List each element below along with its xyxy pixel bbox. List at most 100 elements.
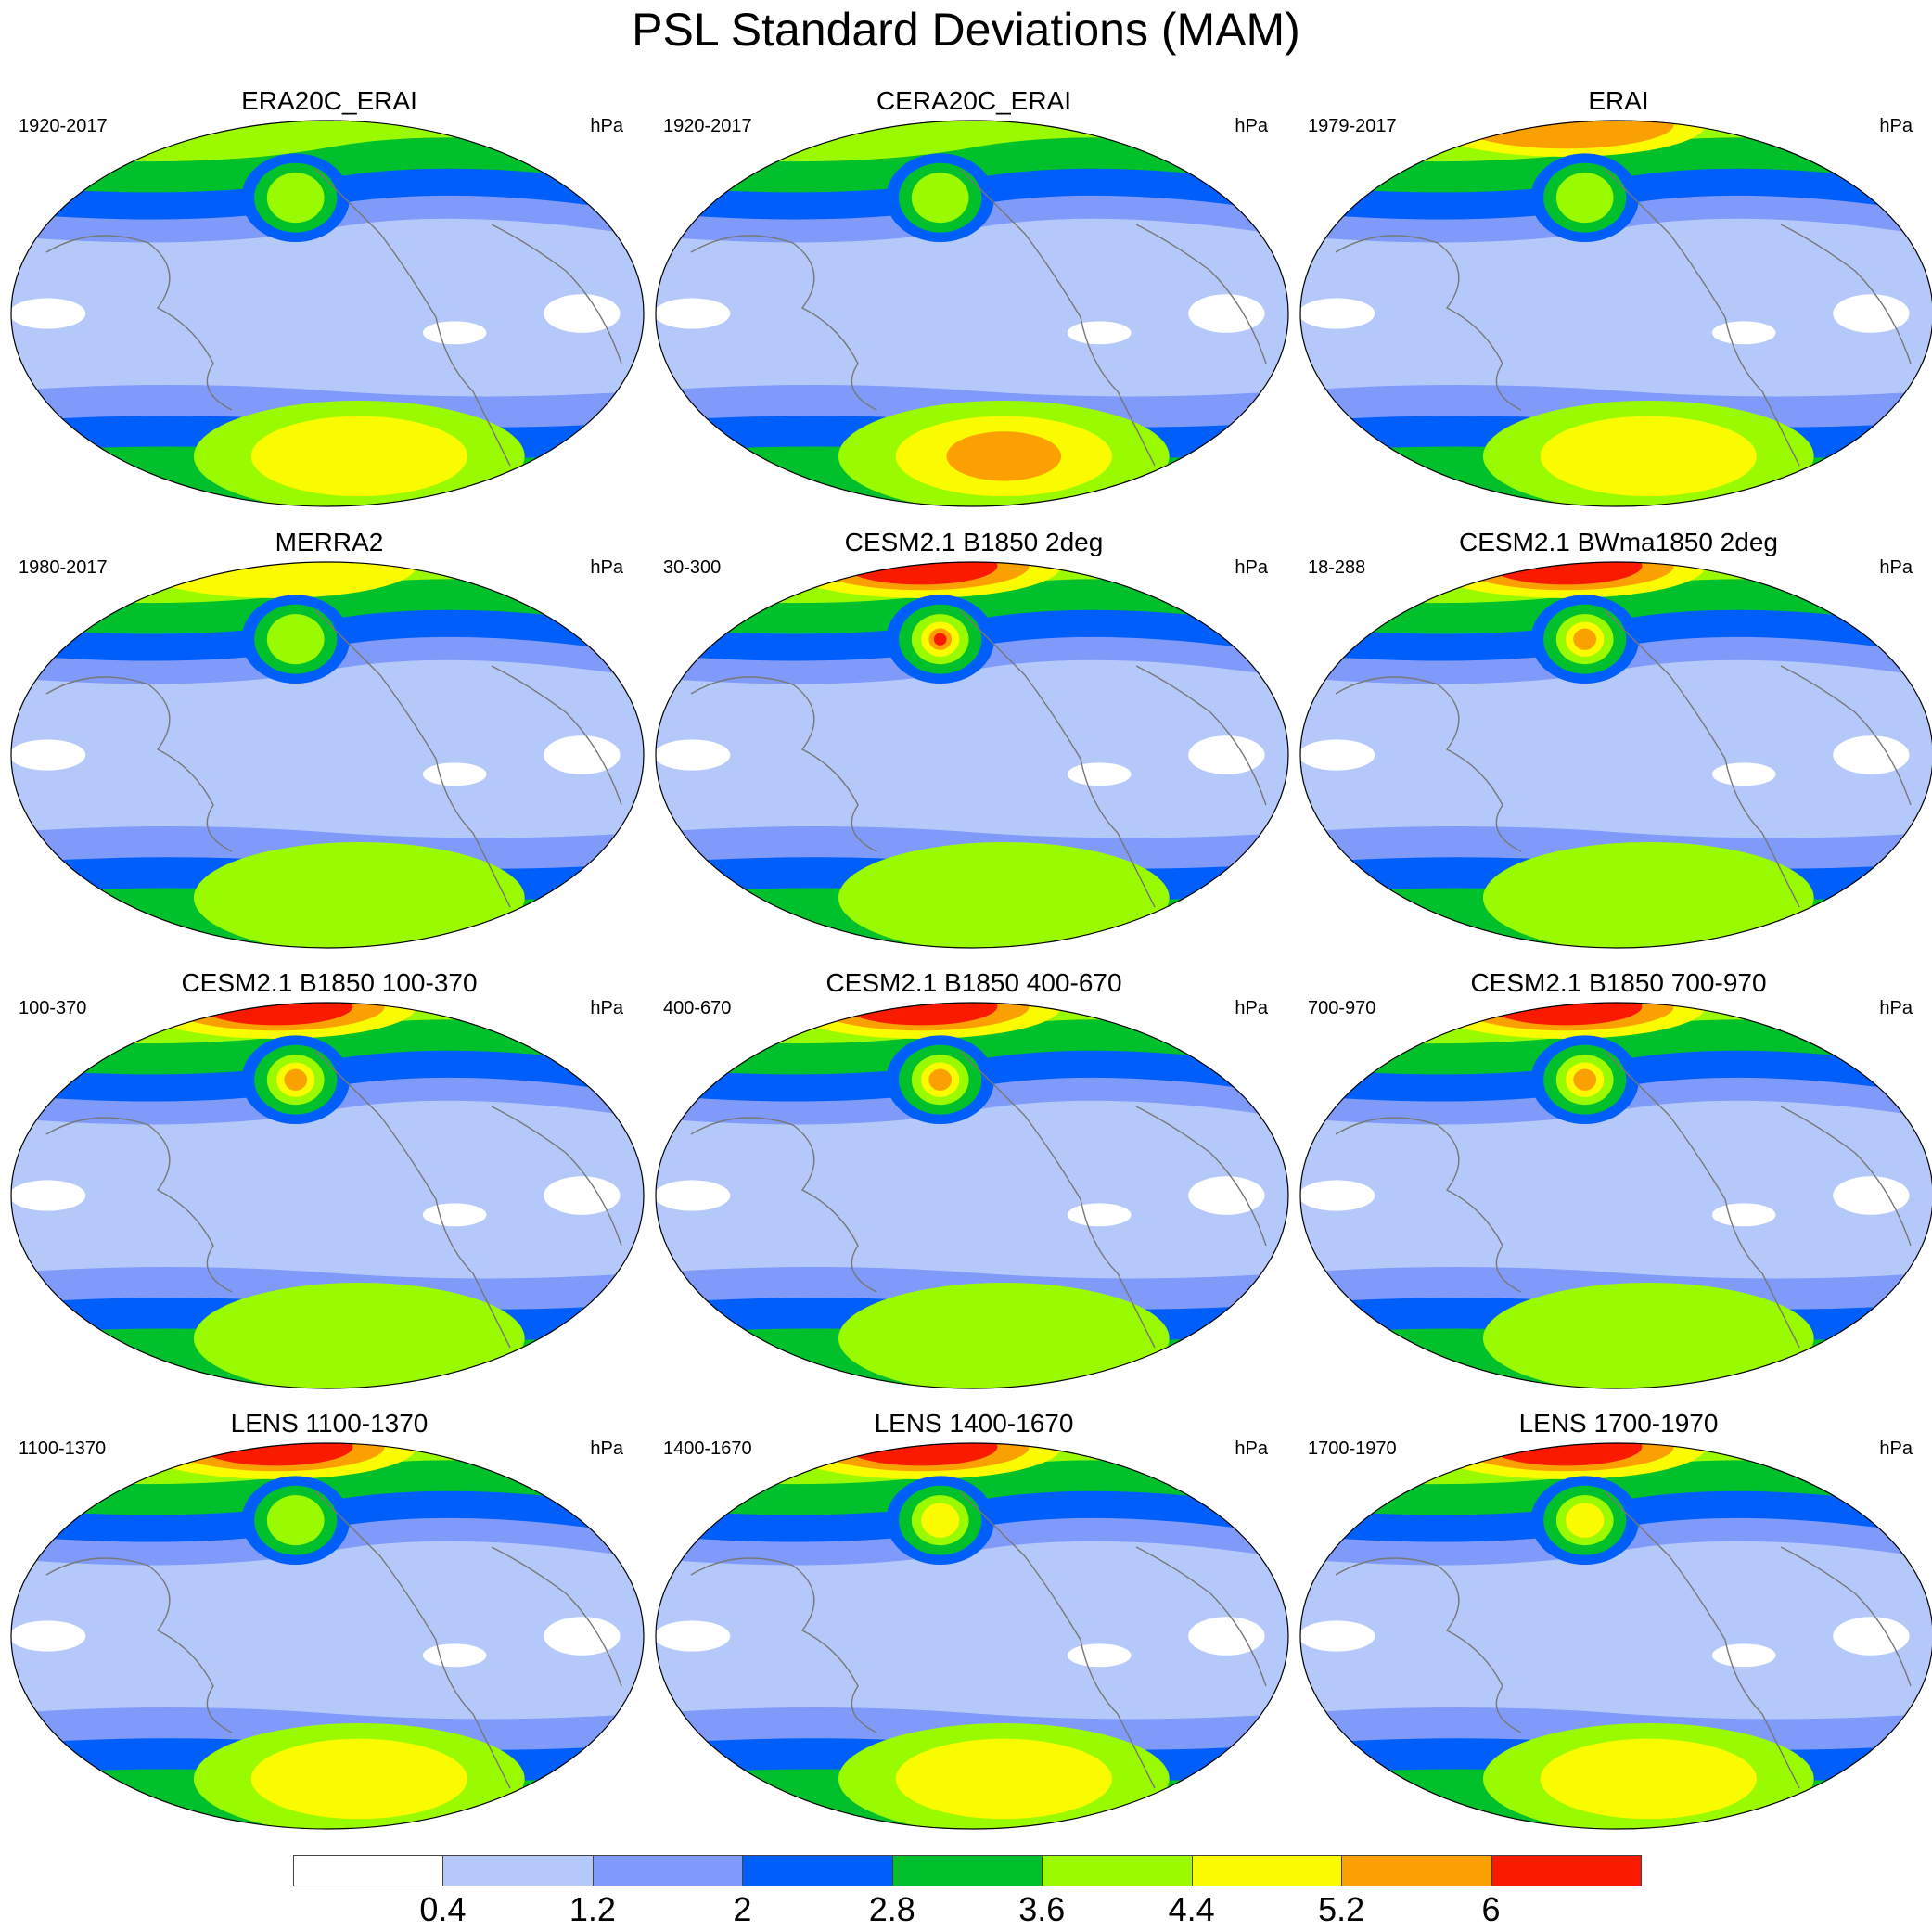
panel-title: LENS 1700-1970 [1518, 1409, 1719, 1438]
colorbar-tick-label: 0.4 [419, 1890, 467, 1928]
panel-years: 1100-1370 [19, 1439, 107, 1459]
panel-years: 700-970 [1308, 998, 1376, 1018]
coastline [1135, 665, 1267, 806]
tropical-minimum [422, 1643, 487, 1668]
coastline [690, 235, 877, 411]
figure-title: PSL Standard Deviations (MAM) [632, 4, 1300, 56]
tropical-minimum [1300, 298, 1375, 329]
coastline [959, 168, 1156, 467]
panel-years: 1400-1670 [663, 1439, 752, 1459]
map-svg [655, 561, 1289, 949]
tropical-minimum [1300, 1620, 1375, 1652]
tropical-minimum [544, 735, 621, 774]
panel-title: ERA20C_ERAI [241, 86, 417, 115]
panel-years: 1980-2017 [19, 557, 108, 578]
coastline [491, 1106, 622, 1247]
colorbar-box [1341, 1855, 1492, 1886]
coastline [690, 1117, 877, 1293]
colorbar-tick-label: 4.4 [1168, 1890, 1215, 1928]
coastline [314, 609, 511, 908]
colorbar-tick-label: 2.8 [868, 1890, 915, 1928]
tropical-minimum [11, 1180, 86, 1211]
tropical-minimum [1067, 1643, 1132, 1668]
aleutian-contour [284, 1068, 308, 1091]
map-svg [1299, 1442, 1932, 1830]
tropical-minimum [1833, 735, 1910, 774]
southern-max-contour [1482, 1283, 1814, 1388]
panel-units: hPa [1879, 1439, 1913, 1459]
colorbar-box [1191, 1855, 1343, 1886]
aleutian-contour [911, 173, 969, 224]
colorbar-box [592, 1855, 744, 1886]
map-outline [10, 1442, 645, 1830]
coastline [1604, 609, 1800, 908]
panel-title: CESM2.1 B1850 700-970 [1470, 968, 1767, 997]
coastline [491, 665, 622, 806]
coastline [1604, 168, 1800, 467]
map-panel: ERAI 1979-2017 hPa [1299, 85, 1932, 521]
aleutian-contour [266, 614, 325, 665]
map-panel: CESM2.1 B1850 100-370 100-370 hPa [9, 967, 649, 1403]
map-panel: CESM2.1 B1850 2deg 30-300 hPa [654, 527, 1294, 963]
panel-title: CERA20C_ERAI [876, 86, 1072, 115]
map-outline [1299, 561, 1932, 949]
map-panel: LENS 1700-1970 1700-1970 hPa [1299, 1408, 1932, 1844]
coastline [1335, 235, 1522, 411]
panel-title: LENS 1100-1370 [230, 1409, 429, 1438]
arctic-max-contour [1489, 562, 1643, 585]
map-svg [655, 1442, 1289, 1830]
map-svg [1299, 120, 1932, 507]
southern-max-contour [193, 1283, 525, 1388]
coastline [314, 168, 511, 467]
coastline [1780, 1546, 1912, 1687]
map-outline [1299, 120, 1932, 507]
tropical-minimum [1833, 1617, 1910, 1656]
tropical-minimum [1188, 1176, 1265, 1215]
colorbar-box [1042, 1855, 1193, 1886]
aleutian-contour [933, 633, 947, 646]
map-panel: ERA20C_ERAI 1920-2017 hPa [9, 85, 649, 521]
tropical-minimum [11, 1620, 86, 1652]
tropical-minimum [656, 1620, 731, 1652]
southern-max-contour [1540, 416, 1757, 497]
tropical-minimum [1300, 1180, 1375, 1211]
panel-title: MERRA2 [275, 528, 384, 556]
tropical-minimum [11, 739, 86, 771]
tropical-minimum [544, 1176, 621, 1215]
panel-units: hPa [1235, 557, 1268, 578]
map-svg [655, 1002, 1289, 1389]
panel-title: CESM2.1 BWma1850 2deg [1459, 528, 1778, 556]
southern-max-contour [250, 1738, 467, 1820]
tropical-minimum [422, 762, 487, 786]
panel-units: hPa [590, 116, 623, 136]
colorbar-box [442, 1855, 594, 1886]
coastline [491, 224, 622, 364]
aleutian-contour [266, 1495, 325, 1546]
colorbar-tick-label: 3.6 [1018, 1890, 1066, 1928]
panel-title: ERAI [1588, 86, 1649, 115]
coastline [959, 1050, 1156, 1349]
map-svg [1299, 561, 1932, 949]
map-outline [10, 561, 645, 949]
panel-units: hPa [590, 1439, 623, 1459]
coastline [314, 1490, 511, 1789]
aleutian-contour [928, 1068, 953, 1091]
tropical-minimum [1188, 1617, 1265, 1656]
map-panel: LENS 1100-1370 1100-1370 hPa [9, 1408, 649, 1844]
coastline [314, 1050, 511, 1349]
tropical-minimum [544, 1617, 621, 1656]
panel-units: hPa [590, 557, 623, 578]
southern-max-contour [193, 842, 525, 948]
tropical-minimum [1188, 294, 1265, 333]
panel-years: 1700-1970 [1308, 1439, 1397, 1459]
map-outline [655, 120, 1289, 507]
tropical-minimum [1711, 762, 1776, 786]
southern-max-contour [1540, 1738, 1757, 1820]
coastline [45, 1117, 233, 1293]
coastline [959, 609, 1156, 908]
arctic-max-contour [1489, 1443, 1643, 1466]
southern-max-contour [895, 1738, 1112, 1820]
panel-title: CESM2.1 B1850 100-370 [181, 968, 478, 997]
colorbar-box [742, 1855, 893, 1886]
panel-years: 30-300 [663, 557, 722, 578]
